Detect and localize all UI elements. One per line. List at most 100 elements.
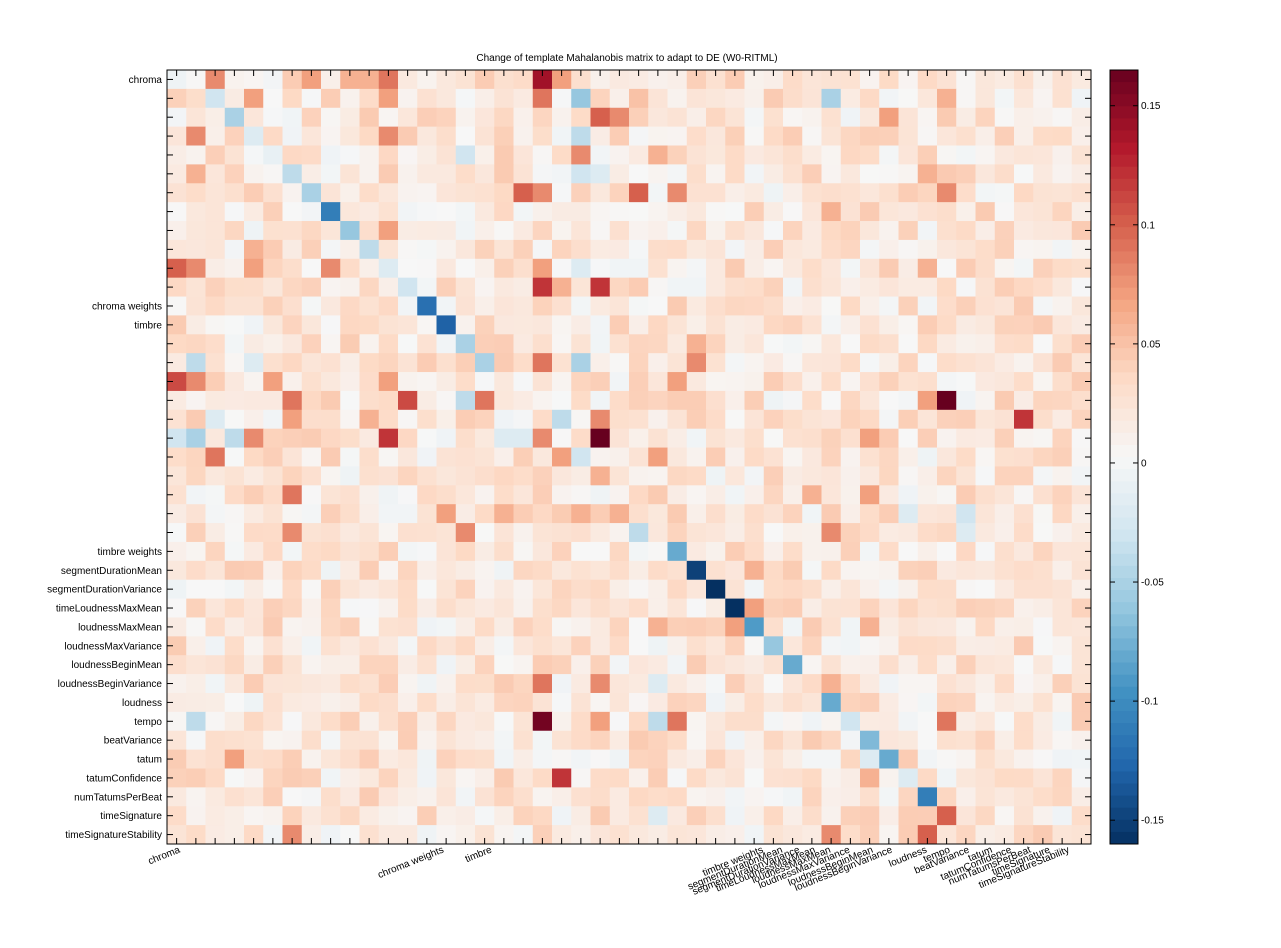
heatmap-cell: [744, 277, 765, 298]
heatmap-cell: [455, 523, 476, 543]
colorbar-segment: [1110, 807, 1138, 821]
colorbar-segment: [1110, 299, 1138, 313]
heatmap-cell: [359, 353, 380, 373]
heatmap-cell: [1052, 692, 1073, 713]
heatmap-cell: [398, 164, 418, 184]
heatmap-cell: [937, 145, 957, 165]
heatmap-cell: [937, 466, 957, 486]
heatmap-cell: [667, 88, 688, 109]
heatmap-cell: [244, 164, 264, 184]
heatmap-cell: [167, 239, 187, 260]
heatmap-cell: [706, 183, 726, 203]
heatmap-cell: [417, 221, 437, 241]
heatmap-cell: [417, 334, 437, 354]
heatmap-cell: [879, 768, 899, 788]
heatmap-cell: [956, 617, 976, 637]
heatmap-cell: [417, 428, 437, 449]
heatmap-cell: [1033, 239, 1053, 260]
heatmap-cell: [975, 523, 996, 543]
heatmap-cell: [244, 579, 264, 600]
heatmap-cell: [436, 183, 457, 203]
heatmap-cell: [475, 485, 495, 505]
heatmap-cell: [1071, 145, 1092, 165]
heatmap-cell: [455, 353, 476, 373]
heatmap-cell: [455, 221, 476, 241]
heatmap-cell: [994, 485, 1015, 505]
heatmap-cell: [917, 372, 938, 392]
heatmap-cell: [975, 579, 996, 600]
heatmap-cell: [1014, 806, 1034, 826]
heatmap-cell: [1014, 107, 1034, 128]
heatmap-cell: [186, 409, 206, 430]
heatmap-cell: [571, 749, 591, 769]
heatmap-cell: [244, 353, 264, 373]
heatmap-cell: [879, 447, 899, 467]
heatmap-cell: [224, 70, 245, 90]
heatmap-cell: [763, 787, 784, 807]
heatmap-cell: [513, 372, 534, 392]
heatmap-cell: [975, 428, 996, 449]
heatmap-cell: [321, 466, 341, 486]
heatmap-cell: [378, 692, 399, 713]
heatmap-cell: [224, 825, 245, 845]
heatmap-cell: [378, 655, 399, 675]
heatmap-cell: [436, 202, 457, 222]
heatmap-cell: [725, 202, 745, 222]
heatmap-cell: [648, 258, 668, 279]
heatmap-cell: [994, 372, 1015, 392]
heatmap-cell: [1071, 277, 1092, 298]
heatmap-cell: [648, 806, 668, 826]
heatmap-cell: [1014, 372, 1034, 392]
heatmap-cell: [937, 296, 957, 316]
heatmap-cell: [898, 353, 919, 373]
heatmap-cell: [802, 296, 822, 316]
heatmap-cell: [552, 70, 572, 90]
heatmap-cell: [937, 485, 957, 505]
heatmap-cell: [1071, 711, 1092, 732]
heatmap-cell: [244, 485, 264, 505]
heatmap-cell: [937, 447, 957, 467]
heatmap-cell: [648, 787, 668, 807]
heatmap-cell: [783, 428, 803, 449]
colorbar-segment: [1110, 493, 1138, 506]
heatmap-cell: [224, 787, 245, 807]
heatmap-cell: [552, 749, 572, 769]
heatmap-cell: [263, 768, 283, 788]
heatmap-cell: [667, 372, 688, 392]
heatmap-cell: [879, 636, 899, 656]
heatmap-cell: [186, 787, 206, 807]
heatmap-cell: [879, 126, 899, 147]
heatmap-cell: [186, 447, 206, 467]
heatmap-cell: [609, 258, 630, 279]
heatmap-cell: [494, 655, 514, 675]
heatmap-cell: [994, 88, 1015, 109]
heatmap-cell: [532, 296, 553, 316]
colorbar-tick-label: -0.05: [1141, 578, 1164, 589]
heatmap-cell: [860, 202, 880, 222]
heatmap-cell: [821, 126, 842, 147]
heatmap-cell: [686, 183, 707, 203]
heatmap-cell: [301, 202, 322, 222]
heatmap-cell: [590, 239, 611, 260]
heatmap-cell: [860, 126, 880, 147]
heatmap-cell: [436, 221, 457, 241]
heatmap-cell: [609, 768, 630, 788]
heatmap-cell: [725, 315, 745, 335]
heatmap-cell: [321, 749, 341, 769]
heatmap-cell: [1014, 239, 1034, 260]
heatmap-cell: [686, 541, 707, 562]
heatmap-cell: [436, 541, 457, 562]
heatmap-cell: [994, 674, 1015, 694]
heatmap-cell: [629, 447, 649, 467]
heatmap-cell: [571, 560, 591, 581]
heatmap-cell: [513, 239, 534, 260]
heatmap-cell: [224, 202, 245, 222]
heatmap-cell: [455, 334, 476, 354]
heatmap-cell: [282, 390, 303, 411]
colorbar-segment: [1110, 577, 1138, 591]
heatmap-cell: [629, 88, 649, 109]
heatmap-cell: [802, 466, 822, 486]
heatmap-cell: [821, 183, 842, 203]
heatmap-cell: [840, 749, 861, 769]
heatmap-cell: [725, 560, 745, 581]
